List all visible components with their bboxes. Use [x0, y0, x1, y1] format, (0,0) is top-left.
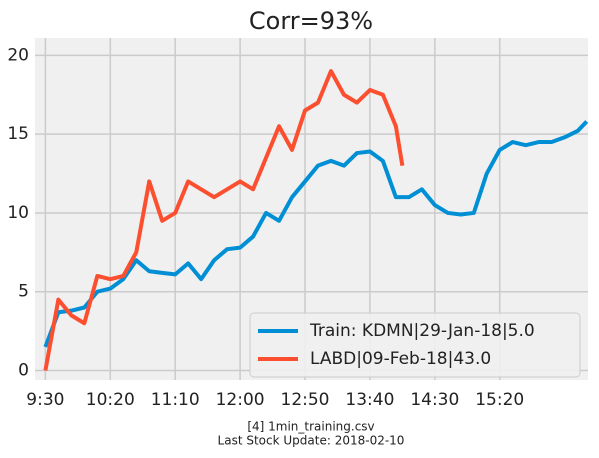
line-series — [43, 69, 405, 371]
footnote: Last Stock Update: 2018-02-10 — [218, 434, 405, 448]
legend-label: Train: KDMN|29-Jan-18|5.0 — [309, 321, 535, 341]
y-tick-label: 0 — [18, 361, 29, 381]
x-tick-label: 12:00 — [216, 390, 265, 410]
y-tick-label: 20 — [7, 45, 29, 65]
x-tick-label: 14:30 — [410, 390, 459, 410]
line-series — [43, 120, 589, 348]
x-tick-label: 9:30 — [26, 390, 64, 410]
chart-title: Corr=93% — [249, 7, 373, 35]
x-tick-label: 13:40 — [345, 390, 394, 410]
x-tick-label: 12:50 — [281, 390, 330, 410]
x-tick-label: 11:10 — [151, 390, 200, 410]
footnote: [4] 1min_training.csv — [247, 420, 374, 434]
y-tick-label: 15 — [7, 124, 29, 144]
legend-label: LABD|09-Feb-18|43.0 — [310, 349, 491, 369]
x-tick-label: 10:20 — [86, 390, 135, 410]
y-tick-label: 5 — [18, 282, 29, 302]
x-tick-label: 15:20 — [475, 390, 524, 410]
legend-box — [249, 312, 581, 378]
y-tick-label: 10 — [7, 203, 29, 223]
